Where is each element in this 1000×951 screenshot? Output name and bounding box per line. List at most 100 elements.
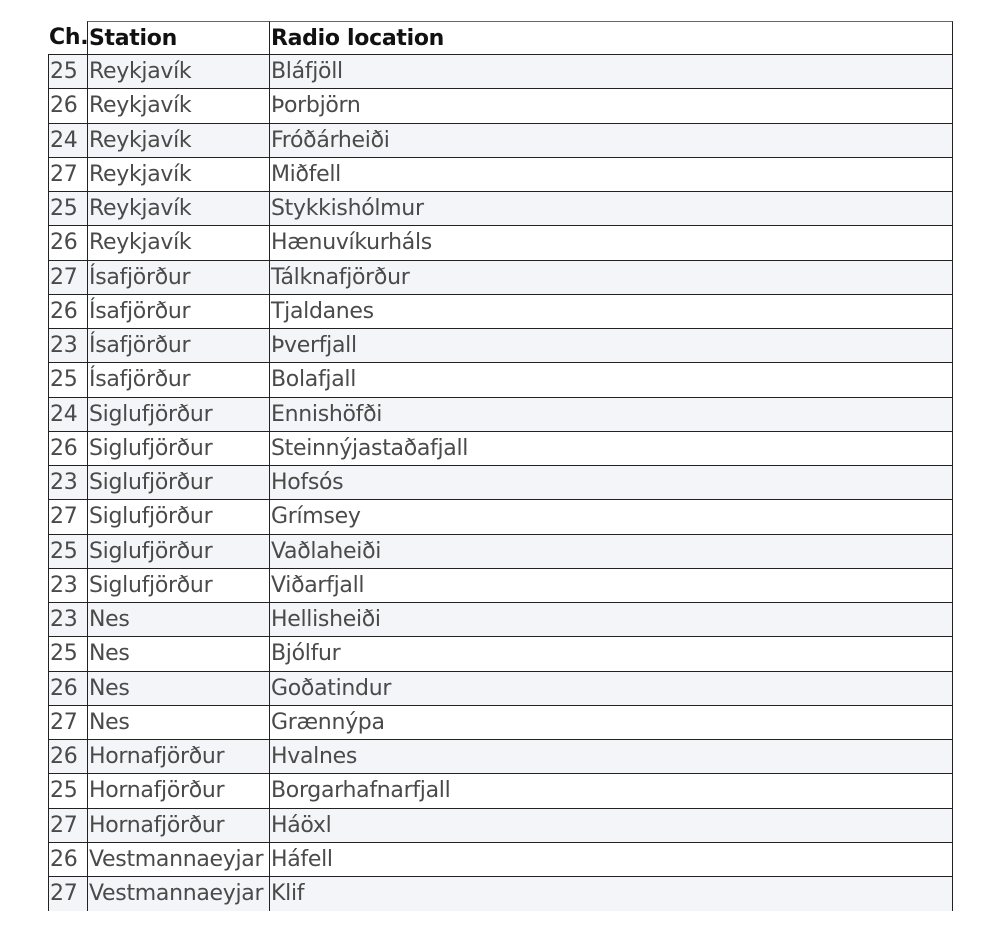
cell-station: Reykjavík — [87, 192, 269, 226]
table-row: 23 Ísafjörður Þverfjall — [48, 329, 953, 364]
table-row: 27 Hornafjörður Háöxl — [48, 808, 953, 843]
cell-station: Siglufjörður — [87, 431, 269, 465]
cell-station: Siglufjörður — [87, 500, 269, 534]
cell-channel: 27 — [48, 808, 87, 842]
table-row: 23 Siglufjörður Hofsós — [48, 466, 953, 501]
cell-radio-location: Tálknafjörður — [269, 260, 953, 294]
table-body: 25 Reykjavík Bláfjöll 26 Reykjavík Þorbjörn 24… — [48, 55, 953, 912]
cell-station: Nes — [87, 705, 269, 739]
cell-radio-location: Tjaldanes — [269, 294, 953, 328]
cell-station: Ísafjörður — [87, 329, 269, 363]
cell-channel: 23 — [48, 568, 87, 602]
cell-radio-location: Grænnýpa — [269, 705, 953, 739]
table-row: 26 Reykjavík Hænuvíkurháls — [48, 226, 953, 261]
table-row: 27 Vestmannaeyjar Klif — [48, 877, 953, 912]
cell-station: Nes — [87, 671, 269, 705]
cell-radio-location: Þverfjall — [269, 329, 953, 363]
table-row: 24 Reykjavík Fróðárheiði — [48, 123, 953, 158]
table-row: 25 Reykjavík Stykkishólmur — [48, 192, 953, 227]
cell-channel: 26 — [48, 294, 87, 328]
header-radio-location: Radio location — [269, 21, 953, 54]
table-row: 27 Ísafjörður Tálknafjörður — [48, 260, 953, 295]
table-row: 26 Ísafjörður Tjaldanes — [48, 294, 953, 329]
cell-radio-location: Hellisheiði — [269, 603, 953, 637]
table-row: 26 Siglufjörður Steinnýjastaðafjall — [48, 431, 953, 466]
table-row: 25 Nes Bjólfur — [48, 637, 953, 672]
table-row: 25 Hornafjörður Borgarhafnarfjall — [48, 774, 953, 809]
cell-station: Hornafjörður — [87, 774, 269, 808]
table-row: 26 Nes Goðatindur — [48, 671, 953, 706]
cell-station: Reykjavík — [87, 226, 269, 260]
cell-radio-location: Þorbjörn — [269, 89, 953, 123]
cell-channel: 26 — [48, 431, 87, 465]
cell-station: Vestmannaeyjar — [87, 842, 269, 876]
cell-channel: 26 — [48, 226, 87, 260]
cell-station: Hornafjörður — [87, 808, 269, 842]
table-row: 25 Siglufjörður Vaðlaheiði — [48, 534, 953, 569]
cell-station: Reykjavík — [87, 55, 269, 89]
cell-station: Reykjavík — [87, 157, 269, 191]
cell-radio-location: Grímsey — [269, 500, 953, 534]
cell-channel: 25 — [48, 55, 87, 89]
cell-radio-location: Hænuvíkurháls — [269, 226, 953, 260]
table-row: 27 Reykjavík Miðfell — [48, 157, 953, 192]
cell-channel: 24 — [48, 123, 87, 157]
cell-channel: 26 — [48, 671, 87, 705]
table-row: 25 Ísafjörður Bolafjall — [48, 363, 953, 398]
cell-channel: 26 — [48, 740, 87, 774]
cell-radio-location: Fróðárheiði — [269, 123, 953, 157]
cell-station: Ísafjörður — [87, 260, 269, 294]
cell-station: Siglufjörður — [87, 568, 269, 602]
cell-radio-location: Hvalnes — [269, 740, 953, 774]
table-row: 23 Nes Hellisheiði — [48, 603, 953, 638]
cell-channel: 26 — [48, 842, 87, 876]
cell-channel: 26 — [48, 89, 87, 123]
cell-radio-location: Miðfell — [269, 157, 953, 191]
table-row: 26 Hornafjörður Hvalnes — [48, 740, 953, 775]
cell-radio-location: Háöxl — [269, 808, 953, 842]
cell-radio-location: Steinnýjastaðafjall — [269, 431, 953, 465]
cell-channel: 27 — [48, 260, 87, 294]
header-station: Station — [87, 21, 269, 54]
table-row: 27 Siglufjörður Grímsey — [48, 500, 953, 535]
cell-channel: 27 — [48, 500, 87, 534]
table-row: 26 Reykjavík Þorbjörn — [48, 89, 953, 124]
cell-station: Nes — [87, 637, 269, 671]
cell-station: Siglufjörður — [87, 534, 269, 568]
cell-channel: 23 — [48, 466, 87, 500]
cell-channel: 23 — [48, 603, 87, 637]
cell-channel: 27 — [48, 705, 87, 739]
cell-radio-location: Goðatindur — [269, 671, 953, 705]
cell-radio-location: Viðarfjall — [269, 568, 953, 602]
cell-radio-location: Vaðlaheiði — [269, 534, 953, 568]
cell-channel: 23 — [48, 329, 87, 363]
cell-station: Hornafjörður — [87, 740, 269, 774]
cell-channel: 25 — [48, 637, 87, 671]
cell-station: Ísafjörður — [87, 294, 269, 328]
table-row: 27 Nes Grænnýpa — [48, 705, 953, 740]
cell-radio-location: Bjólfur — [269, 637, 953, 671]
table-row: 25 Reykjavík Bláfjöll — [48, 55, 953, 90]
cell-station: Reykjavík — [87, 123, 269, 157]
cell-channel: 27 — [48, 157, 87, 191]
cell-radio-location: Ennishöfði — [269, 397, 953, 431]
cell-station: Nes — [87, 603, 269, 637]
cell-channel: 25 — [48, 192, 87, 226]
cell-station: Ísafjörður — [87, 363, 269, 397]
channels-table: Ch. Station Radio location 25 Reykjavík Bl… — [48, 21, 953, 912]
cell-radio-location: Bláfjöll — [269, 55, 953, 89]
cell-station: Reykjavík — [87, 89, 269, 123]
table-header: Ch. Station Radio location — [48, 21, 953, 55]
cell-radio-location: Hofsós — [269, 466, 953, 500]
cell-station: Siglufjörður — [87, 397, 269, 431]
cell-channel: 25 — [48, 774, 87, 808]
cell-channel: 25 — [48, 363, 87, 397]
cell-radio-location: Klif — [269, 877, 953, 912]
table-row: 26 Vestmannaeyjar Háfell — [48, 842, 953, 877]
table-row: 23 Siglufjörður Viðarfjall — [48, 568, 953, 603]
cell-channel: 27 — [48, 877, 87, 912]
cell-radio-location: Háfell — [269, 842, 953, 876]
cell-channel: 24 — [48, 397, 87, 431]
cell-station: Siglufjörður — [87, 466, 269, 500]
header-channel: Ch. — [49, 25, 89, 50]
